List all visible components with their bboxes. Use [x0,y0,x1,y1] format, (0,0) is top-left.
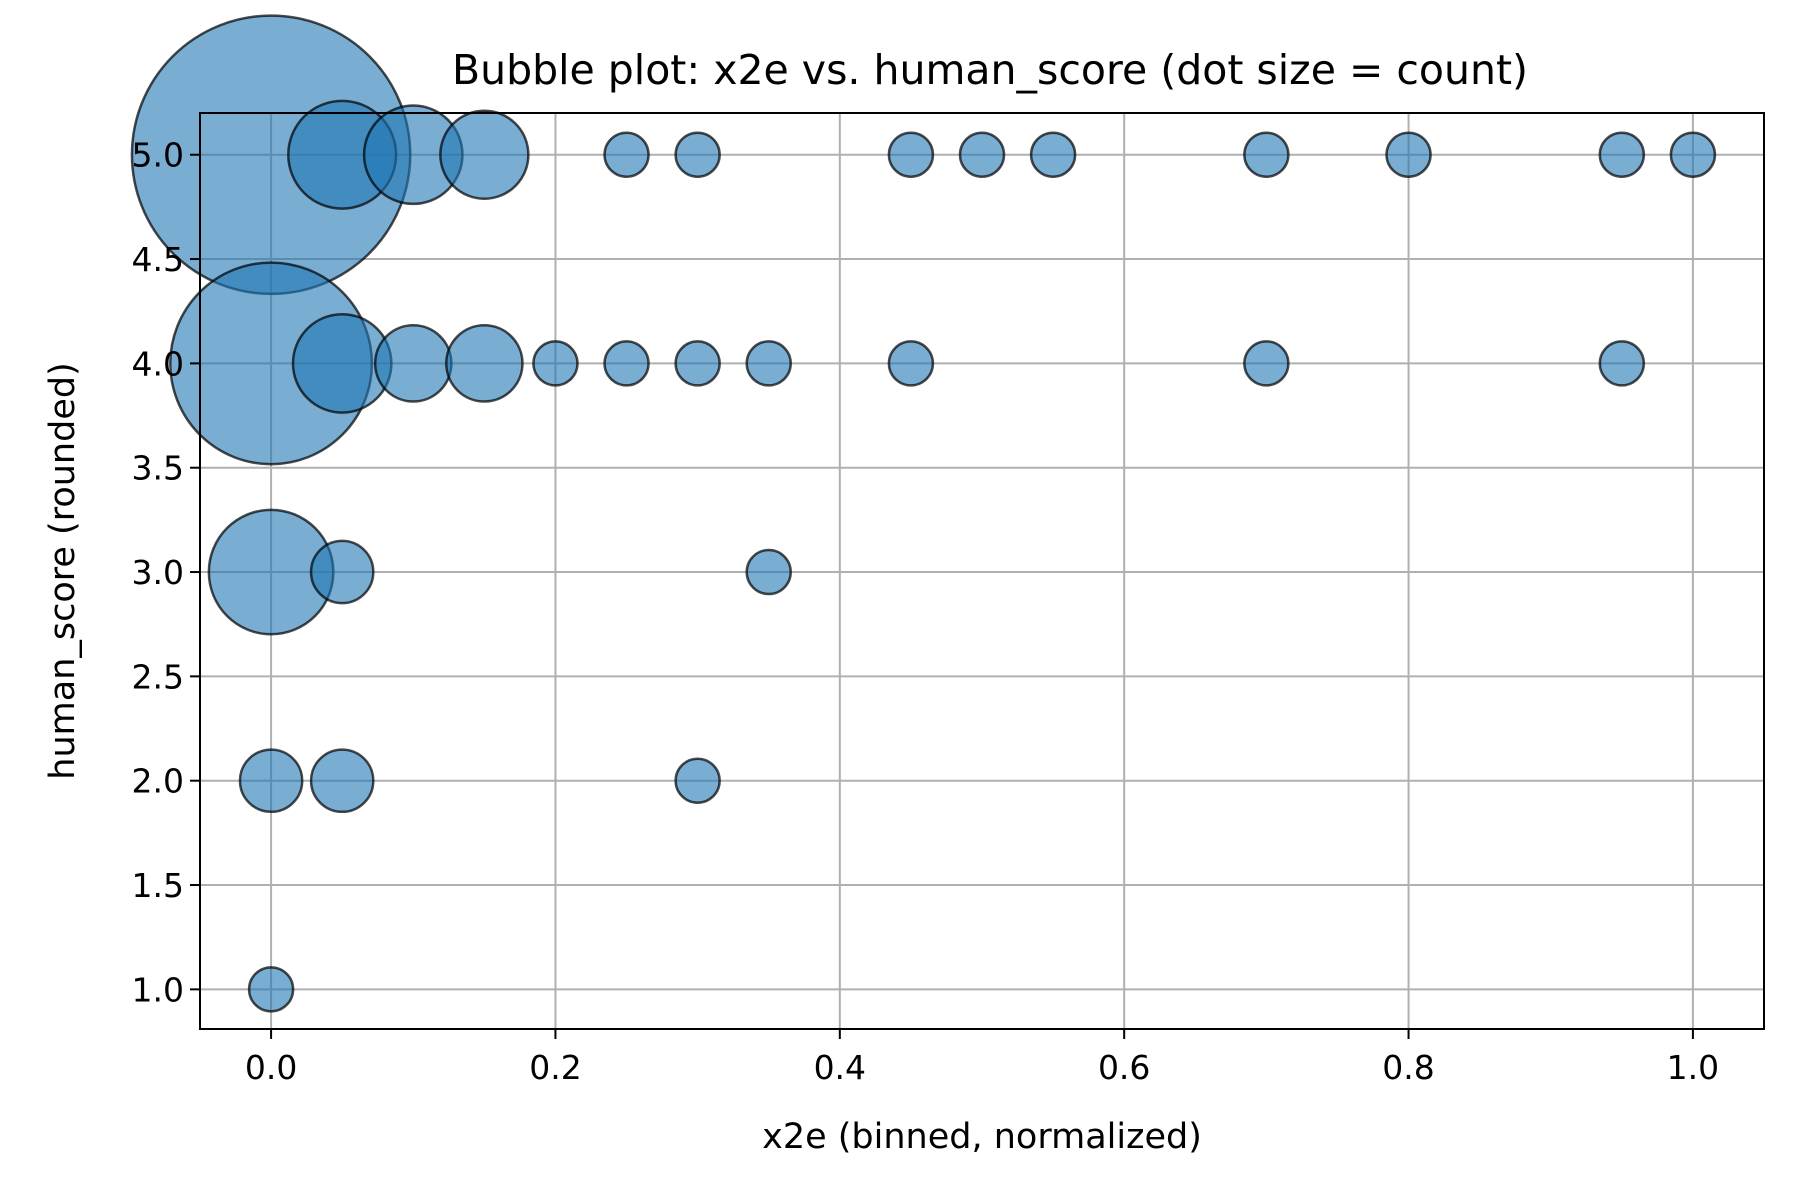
chart-title: Bubble plot: x2e vs. human_score (dot si… [452,46,1528,94]
x-tick-label: 0.8 [1382,1048,1434,1087]
bubble-point [674,757,721,804]
bubble-point [238,748,304,814]
bubble-point [1243,131,1290,178]
bubble-point [887,131,935,178]
y-axis-ticks: 1.0 1.5 2.0 2.5 3.0 3.5 4.0 4.5 5.0 [132,136,200,1009]
bubble-point [1669,131,1717,178]
y-tick-label: 2.0 [132,762,184,801]
bubble-point [674,131,721,178]
bubble-point [445,324,524,403]
bubble-point [1598,340,1646,387]
bubble-point [674,340,721,387]
bubble-point [439,109,530,200]
y-tick-label: 3.5 [132,449,184,488]
bubble-point [309,539,375,605]
bubble-point [603,131,650,178]
x-tick-label: 1.0 [1667,1048,1719,1087]
bubble-series [130,14,1717,1013]
bubble-point [887,340,935,387]
x-axis-ticks: 0.0 0.2 0.4 0.6 0.8 1.0 [245,1029,1719,1087]
bubble-point [1385,131,1432,178]
bubble-point [603,340,650,387]
bubble-point [373,324,453,403]
bubble-point [532,340,579,387]
bubble-point [309,748,375,814]
x-tick-label: 0.4 [814,1048,866,1087]
y-axis-label: human_score (rounded) [43,362,83,779]
y-tick-label: 5.0 [132,136,184,175]
y-tick-label: 2.5 [132,657,184,696]
bubble-point [1029,131,1077,178]
y-tick-label: 1.5 [132,866,184,905]
y-tick-label: 3.0 [132,553,184,592]
y-tick-label: 4.0 [132,344,184,383]
bubble-point [745,548,792,596]
y-tick-label: 1.0 [132,970,184,1009]
plot-area-frame [199,112,1765,1030]
x-tick-label: 0.6 [1098,1048,1150,1087]
bubble-point [1243,340,1290,387]
bubble-point [247,966,295,1013]
x-axis-label: x2e (binned, normalized) [762,1117,1202,1157]
bubble-point [1598,131,1646,178]
bubble-point [958,131,1006,178]
bubble-point [745,340,792,387]
y-tick-label: 4.5 [132,240,184,279]
x-tick-label: 0.0 [245,1048,297,1087]
x-tick-label: 0.2 [529,1048,581,1087]
